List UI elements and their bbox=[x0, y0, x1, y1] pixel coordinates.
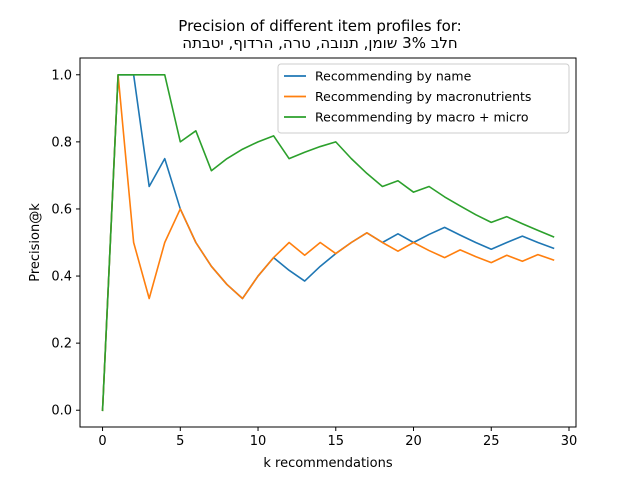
legend-box bbox=[277, 63, 570, 134]
x-tick-label: 30 bbox=[561, 434, 578, 449]
chart-subtitle: חלב 3% שומן, תנובה, טרה, הרדוף, יטבתה bbox=[182, 34, 458, 52]
plot-frame bbox=[79, 57, 577, 428]
x-tick-label: 10 bbox=[250, 434, 267, 449]
y-tick-label: 0.8 bbox=[51, 135, 72, 150]
x-tick-label: 15 bbox=[328, 434, 345, 449]
x-axis-label: k recommendations bbox=[263, 456, 393, 471]
legend-label: Recommending by macronutrients bbox=[315, 89, 531, 104]
x-tick-label: 25 bbox=[483, 434, 500, 449]
x-tick-label: 5 bbox=[176, 434, 184, 449]
y-tick-label: 0.2 bbox=[51, 337, 72, 352]
y-tick-label: 0.0 bbox=[51, 404, 72, 419]
legend-label: Recommending by name bbox=[315, 69, 472, 84]
series-line-1 bbox=[101, 73, 555, 412]
y-tick-label: 0.4 bbox=[51, 270, 72, 285]
chart-title: Precision of different item profiles for… bbox=[178, 17, 462, 35]
legend-label: Recommending by macro + micro bbox=[315, 110, 529, 125]
y-axis-label: Precision@k bbox=[28, 203, 43, 282]
y-tick-label: 1.0 bbox=[51, 68, 72, 83]
x-tick-label: 0 bbox=[98, 434, 106, 449]
series-line-3 bbox=[101, 73, 555, 412]
series-line-2 bbox=[101, 73, 555, 412]
y-tick-label: 0.6 bbox=[51, 202, 72, 217]
x-tick-label: 20 bbox=[405, 434, 422, 449]
